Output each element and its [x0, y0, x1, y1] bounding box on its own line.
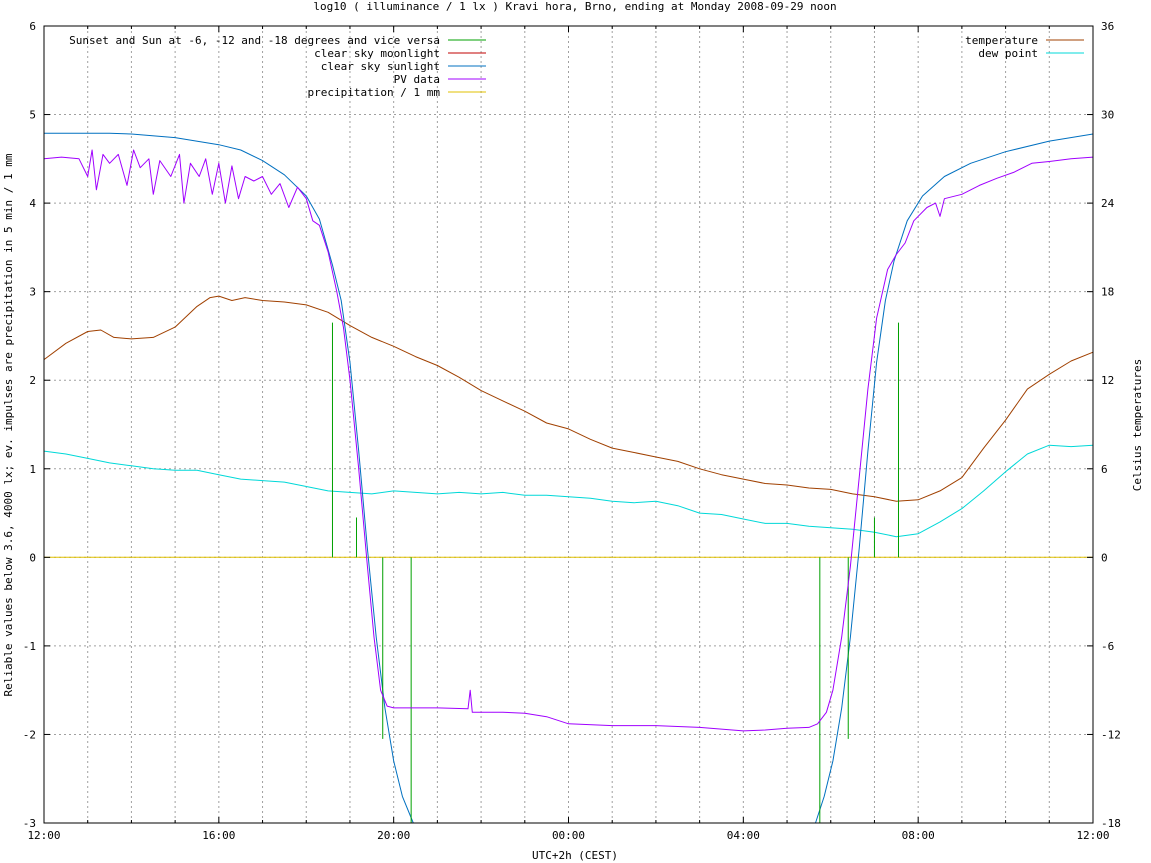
chart-title: log10 ( illuminance / 1 lx ) Kravi hora,… — [313, 0, 836, 13]
y-tick-label: 2 — [29, 374, 36, 387]
y2-tick-label: 0 — [1101, 551, 1108, 564]
y2-tick-label: -18 — [1101, 817, 1121, 830]
y2-tick-label: -12 — [1101, 728, 1121, 741]
legend: Sunset and Sun at -6, -12 and -18 degree… — [69, 34, 1084, 99]
legend-label: temperature — [965, 34, 1038, 47]
series-line-dew-point — [43, 444, 1094, 538]
y-tick-label: -3 — [23, 817, 36, 830]
y2-tick-label: 12 — [1101, 374, 1114, 387]
y-tick-label: -2 — [23, 728, 36, 741]
y-tick-label: 0 — [29, 551, 36, 564]
y-axis-title: Reliable values below 3.6, 4000 lx; ev. … — [2, 153, 15, 696]
y2-tick-label: 24 — [1101, 197, 1115, 210]
legend-label: precipitation / 1 mm — [308, 86, 441, 99]
y-tick-label: 4 — [29, 197, 36, 210]
grid-lines — [44, 26, 1093, 823]
x-tick-label: 12:00 — [27, 829, 60, 842]
x-tick-label: 00:00 — [552, 829, 585, 842]
legend-label: clear sky sunlight — [321, 60, 440, 73]
series-line-pv-data — [43, 149, 1094, 732]
y2-tick-label: -6 — [1101, 640, 1114, 653]
legend-label: clear sky moonlight — [314, 47, 440, 60]
y-tick-label: -1 — [23, 640, 36, 653]
y2-tick-label: 18 — [1101, 286, 1114, 299]
x-axis-title: UTC+2h (CEST) — [532, 849, 618, 862]
y2-tick-label: 36 — [1101, 20, 1114, 33]
y-tick-label: 6 — [29, 20, 36, 33]
legend-label: PV data — [394, 73, 440, 86]
y-tick-label: 5 — [29, 109, 36, 122]
y-tick-label: 1 — [29, 463, 36, 476]
plot-frame — [43, 25, 1094, 824]
x-tick-label: 12:00 — [1076, 829, 1109, 842]
y2-tick-label: 30 — [1101, 109, 1114, 122]
y2-axis-title: Celsius temperatures — [1131, 359, 1144, 491]
x-tick-label: 08:00 — [902, 829, 935, 842]
y-tick-label: 3 — [29, 286, 36, 299]
legend-label: dew point — [978, 47, 1038, 60]
legend-label: Sunset and Sun at -6, -12 and -18 degree… — [69, 34, 440, 47]
x-tick-label: 04:00 — [727, 829, 760, 842]
series-line-temperature — [43, 295, 1094, 502]
series-line-clear-sky-sunlight — [44, 132, 1094, 824]
tick-marks: 12:00 16:00 20:00 00:00 04:00 08:00 12:00-3-2-… — [23, 20, 1121, 842]
x-tick-label: 20:00 — [377, 829, 410, 842]
x-tick-label: 16:00 — [202, 829, 235, 842]
series-layer — [43, 132, 1094, 824]
y2-tick-label: 6 — [1101, 463, 1108, 476]
